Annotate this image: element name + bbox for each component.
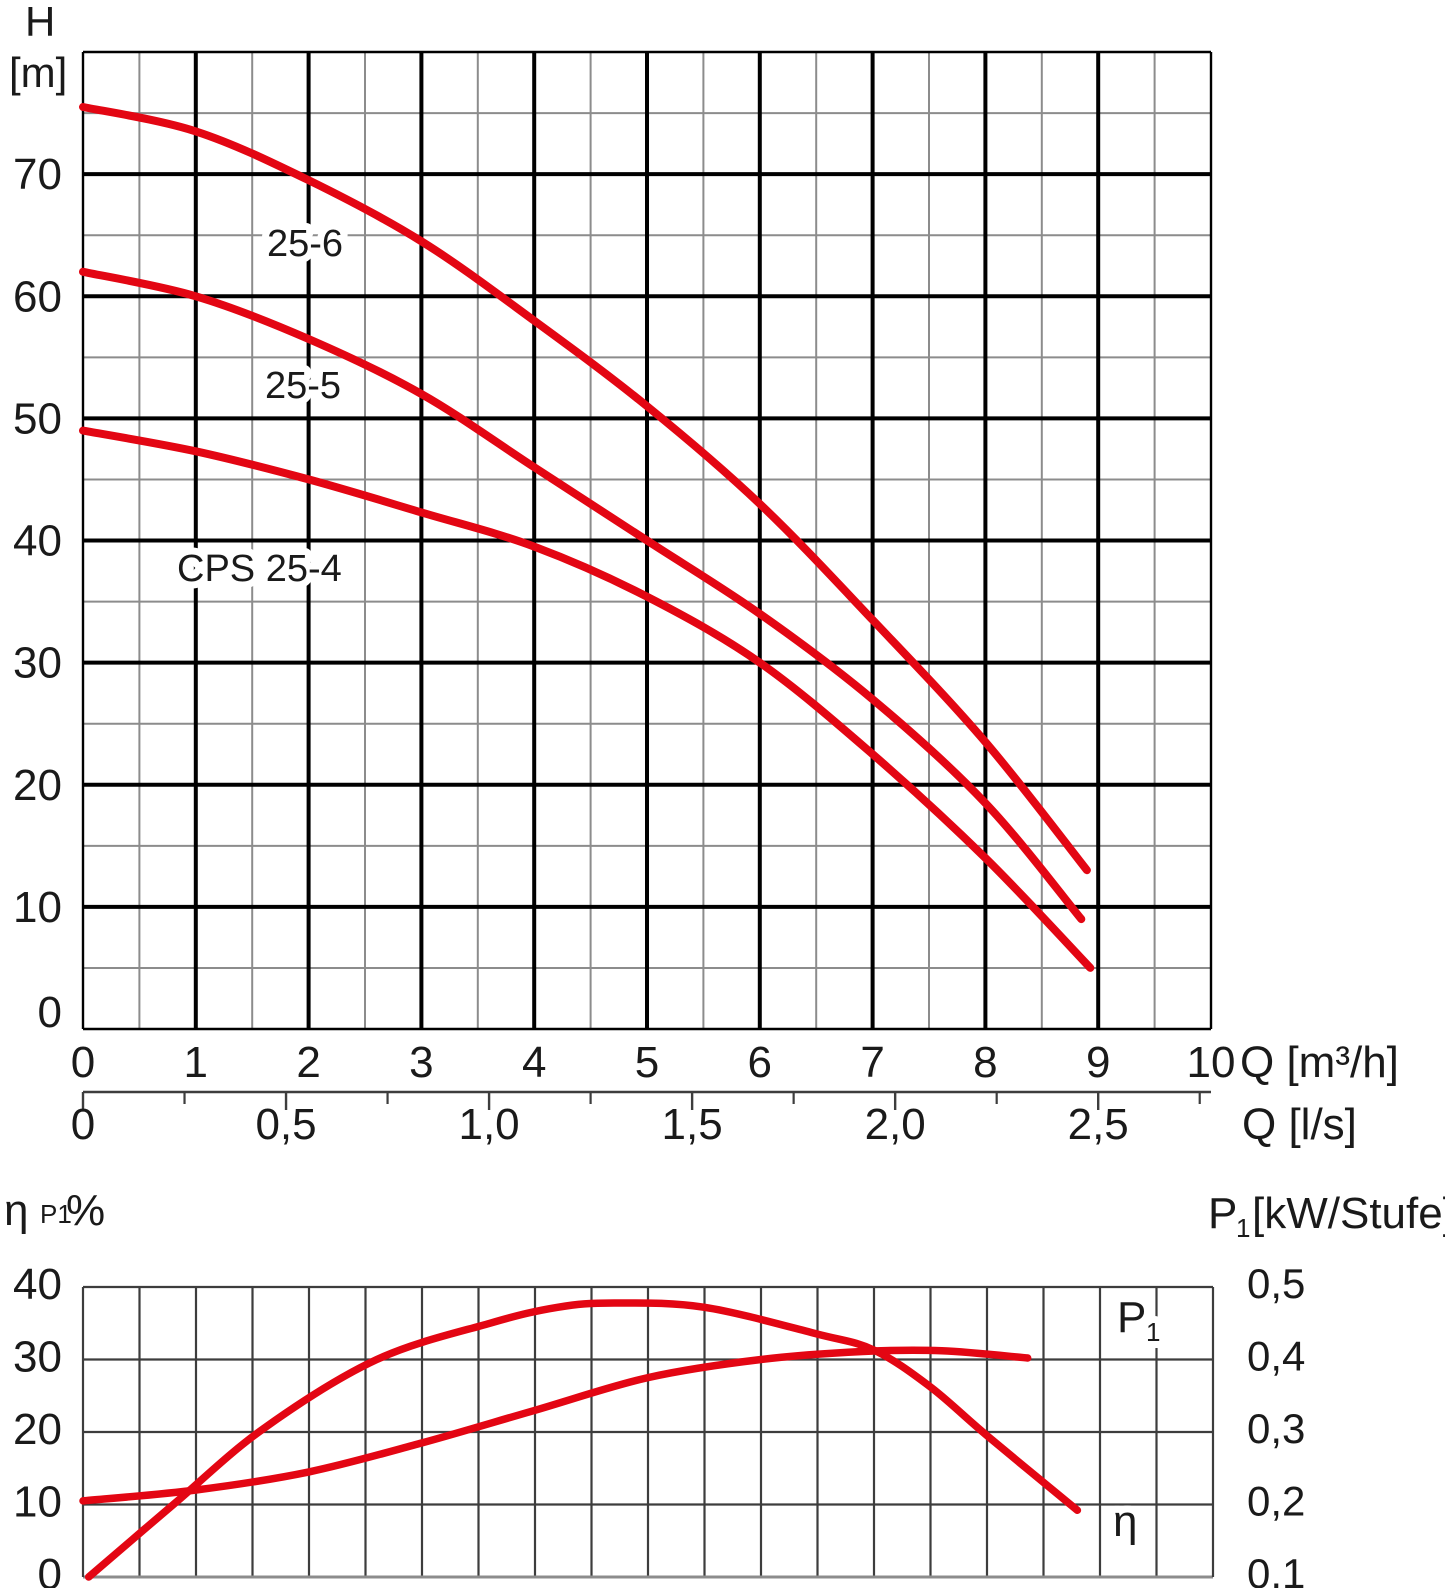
x-tick-label: 0 [71,1038,95,1087]
head-axis-title-line1: H [25,0,55,45]
ls-tick-label: 1,5 [662,1100,723,1149]
x-tick-label: 9 [1086,1038,1110,1087]
power-tick-label: 0,4 [1247,1333,1305,1380]
flow-axis-title-ls: Q [l/s] [1242,1100,1357,1149]
y-tick-label: 50 [13,394,62,443]
x-tick-label: 3 [409,1038,433,1087]
eta-tick-label: 10 [13,1478,62,1527]
ls-tick-label: 0 [71,1100,95,1149]
pump-curve-cps-25-4 [79,426,1095,972]
eta-tick-label: 20 [13,1405,62,1454]
ls-tick-label: 1,0 [458,1100,519,1149]
x-tick-label: 5 [635,1038,659,1087]
pump-curve-25-5 [79,267,1086,924]
y-tick-label: 40 [13,517,62,566]
ls-tick-label: 2,5 [1068,1100,1129,1149]
y-tick-label: 10 [13,883,62,932]
x-tick-label: 4 [522,1038,546,1087]
curve-label-cps-25-4: CPS 25-4 [177,548,342,590]
bottom-chart-tick-labels: 40 30 20 10 0 0,5 0,4 0,3 0,2 0,1 [13,1260,1305,1588]
power-symbol: P [1208,1189,1237,1238]
x-tick-label: 8 [973,1038,997,1087]
head-axis-title-line2: [m] [9,49,67,96]
power-tick-label: 0,1 [1247,1550,1305,1588]
power-unit: [kW/Stufe] [1252,1189,1445,1238]
x-tick-label: 7 [860,1038,884,1087]
curve-label-25-5: 25-5 [265,365,341,407]
top-chart-curves [79,103,1095,972]
y-tick-label: 70 [13,150,62,199]
ls-tick-label: 2,0 [865,1100,926,1149]
power-tick-label: 0,2 [1247,1478,1305,1525]
y-tick-label: 0 [38,988,62,1037]
x-tick-label: 1 [184,1038,208,1087]
y-tick-label: 60 [13,272,62,321]
eta-tick-label: 0 [38,1550,62,1588]
flow-axis-title-m3h: Q [m³/h] [1240,1038,1399,1087]
y-tick-label: 30 [13,639,62,688]
eta-tick-label: 30 [13,1333,62,1382]
bottom-chart-grid [81,1285,1215,1579]
curve-label-eta: η [1113,1497,1137,1546]
secondary-flow-axis: 0 0,5 1,0 1,5 2,0 2,5 [71,1090,1211,1149]
x-tick-label: 10 [1187,1038,1236,1087]
curve-label-25-6: 25-6 [267,223,343,265]
power-tick-label: 0,3 [1247,1405,1305,1452]
eta-symbol: η [4,1186,28,1235]
efficiency-curve [84,1299,1082,1581]
efficiency-axis-title: η P1 % [4,1186,105,1235]
pump-curve-25-6 [79,103,1091,875]
x-tick-label: 6 [748,1038,772,1087]
eta-tick-label: 40 [13,1260,62,1309]
power-axis-title: P 1 [kW/Stufe] [1208,1189,1445,1243]
bottom-chart-curves [79,1299,1082,1581]
top-chart-tick-labels: 0 10 20 30 40 50 60 70 0 1 2 3 4 5 6 7 8 9 10 [13,150,1235,1087]
y-tick-label: 20 [13,761,62,810]
curve-label-p1: P 1 [1117,1293,1160,1347]
power-curve [79,1346,1032,1505]
x-tick-label: 2 [296,1038,320,1087]
power-subscript: 1 [1236,1213,1250,1243]
power-tick-label: 0,5 [1247,1260,1305,1307]
percent-symbol: % [66,1186,105,1235]
eta-subscript-p1: P1 [40,1199,72,1229]
ls-tick-label: 0,5 [255,1100,316,1149]
